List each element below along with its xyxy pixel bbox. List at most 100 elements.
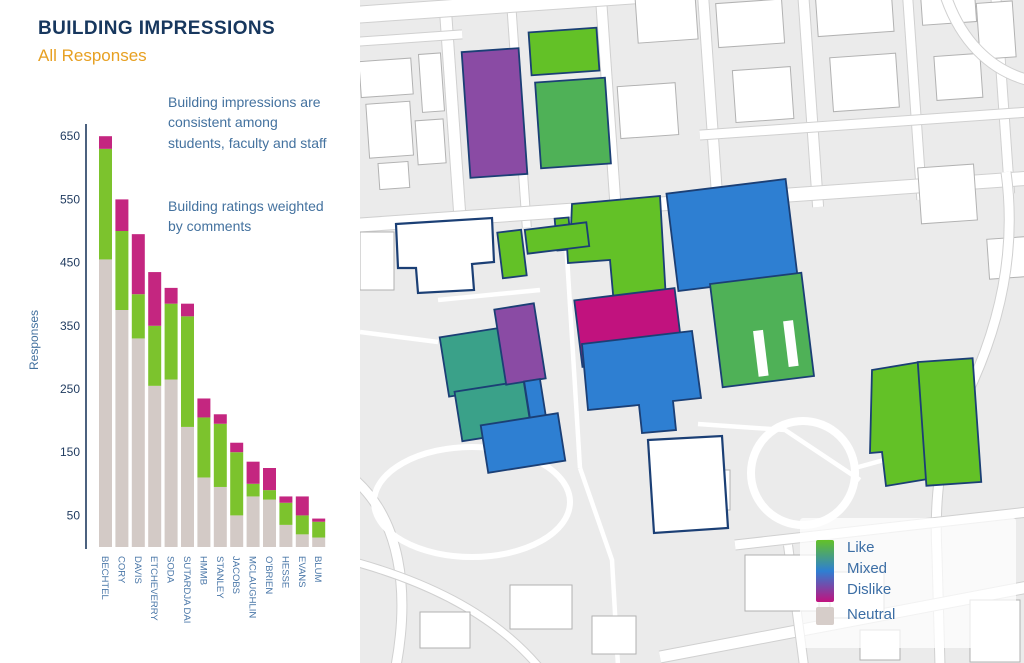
bar-segment-dislike-BLUM: [312, 518, 326, 522]
building-footprint: [360, 231, 395, 291]
rated-building-green-north-small: [527, 26, 601, 77]
y-tick-label: 650: [60, 129, 80, 143]
street: [699, 105, 1024, 140]
street: [360, 0, 1024, 27]
chart-panel: BUILDING IMPRESSIONS All Responses Build…: [0, 0, 360, 663]
bar-segment-like-BECHTEL: [99, 148, 112, 260]
responses-stacked-bar-chart: 50 150 250 350 450 550 650 Responses BECHTEL CORY…: [27, 124, 326, 623]
rated-building-green-center-small-v: [496, 228, 528, 280]
bar-segment-neutral-HESSE: [279, 524, 293, 547]
courtyard-slot: [753, 329, 769, 377]
bar-segment-dislike-STANLEY: [213, 414, 227, 424]
bar-segment-like-SODA: [164, 303, 178, 380]
x-label-JACOBS: JACOBS: [230, 556, 241, 594]
street: [360, 30, 463, 50]
bar-segment-like-HMMB: [197, 417, 211, 478]
road: [941, 0, 1024, 84]
bar-segment-dislike-ETCHEVERRY: [148, 272, 162, 326]
bar-segment-neutral-MCLAUGHLIN: [246, 496, 260, 547]
bar-segment-neutral-SUTARDJA DAI: [181, 426, 194, 547]
street: [592, 0, 622, 222]
building-footprint: [509, 584, 573, 630]
annotation-weighting: Building ratings weighted by comments: [168, 198, 324, 235]
page-title: BUILDING IMPRESSIONS: [38, 18, 276, 39]
building-footprint: [365, 100, 415, 159]
bar-segment-like-O'BRIEN: [263, 490, 276, 500]
map-legend: Like Mixed Dislike Neutral: [800, 518, 1016, 648]
bar-segment-neutral-JACOBS: [230, 515, 244, 547]
y-tick-label: 50: [67, 508, 81, 522]
bar-segment-like-SUTARDJA DAI: [181, 316, 194, 427]
rated-building-green-center-small-h: [523, 221, 591, 255]
rated-building-blue-northeast: [665, 178, 799, 292]
legend-neutral-swatch: [816, 607, 834, 625]
rated-building-green-east-b: [916, 357, 983, 487]
street-grid: [360, 0, 1024, 280]
building-footprint: [591, 615, 637, 655]
bar-segment-dislike-HMMB: [197, 398, 211, 418]
x-label-ETCHEVERRY: ETCHEVERRY: [148, 556, 159, 621]
x-label-MCLAUGHLIN: MCLAUGHLIN: [247, 556, 258, 618]
bar-segment-dislike-MCLAUGHLIN: [246, 461, 260, 484]
campus-path: [360, 329, 439, 345]
campus-path: [437, 287, 541, 303]
building-footprint: [417, 52, 446, 113]
bar-segment-neutral-SODA: [164, 379, 178, 547]
street: [694, 0, 724, 215]
courtyard-slot: [783, 320, 799, 368]
bar-segment-dislike-SUTARDJA DAI: [181, 303, 194, 317]
legend-label-dislike: Dislike: [847, 581, 892, 598]
legend-label-like: Like: [847, 539, 875, 556]
y-tick-label: 250: [60, 382, 80, 396]
bar-segment-neutral-BECHTEL: [99, 259, 112, 547]
legend-label-mixed: Mixed: [847, 560, 888, 577]
bar-segment-neutral-ETCHEVERRY: [148, 385, 162, 547]
bar-segment-dislike-SODA: [164, 287, 178, 304]
bar-segment-dislike-O'BRIEN: [263, 468, 276, 491]
building-footprint: [419, 611, 471, 649]
bar-segment-like-EVANS: [295, 515, 309, 535]
building-footprint: [829, 52, 900, 113]
x-label-BLUM: BLUM: [312, 556, 323, 582]
bar-segment-neutral-CORY: [115, 310, 129, 547]
bar-segment-dislike-EVANS: [295, 496, 309, 516]
road: [360, 478, 407, 663]
bar-segment-dislike-BECHTEL: [99, 136, 112, 149]
bar-segment-like-MCLAUGHLIN: [246, 483, 260, 497]
x-label-DAVIS: DAVIS: [132, 556, 143, 584]
bar-segment-dislike-HESSE: [279, 496, 293, 503]
bar-segment-dislike-JACOBS: [230, 442, 244, 453]
legend-gradient-swatch: [816, 540, 834, 602]
campus-map: [360, 0, 1024, 663]
building-footprint: [814, 0, 895, 38]
x-label-EVANS: EVANS: [296, 556, 307, 588]
building-footprint: [715, 0, 786, 49]
campus-map-panel: Like Mixed Dislike Neutral: [360, 0, 1024, 663]
campus-path: [562, 223, 583, 469]
page-subtitle: All Responses: [38, 46, 147, 65]
street: [898, 0, 927, 201]
y-tick-label: 550: [60, 192, 80, 206]
x-label-BECHTEL: BECHTEL: [99, 556, 110, 600]
rated-building-green-north-large: [534, 76, 612, 170]
building-footprint: [634, 0, 699, 44]
x-label-O'BRIEN: O'BRIEN: [263, 556, 274, 594]
x-label-SUTARDJA DAI: SUTARDJA DAI: [181, 556, 192, 623]
bar-segment-like-HESSE: [279, 502, 293, 525]
building-footprint: [933, 52, 984, 101]
rated-building-blue-central: [581, 330, 703, 434]
white-outline-nw: [394, 216, 496, 295]
bar-segment-like-STANLEY: [213, 423, 227, 487]
x-label-HMMB: HMMB: [197, 556, 208, 585]
x-label-CORY: CORY: [115, 556, 126, 584]
x-label-HESSE: HESSE: [279, 556, 290, 588]
bar-segment-dislike-DAVIS: [131, 234, 145, 295]
street: [794, 0, 824, 208]
y-tick-label: 150: [60, 445, 80, 459]
y-tick-label: 450: [60, 256, 80, 270]
path-ring: [371, 444, 573, 560]
bar-segment-like-CORY: [115, 231, 129, 310]
bar-segment-neutral-STANLEY: [213, 486, 227, 547]
bar-segment-neutral-EVANS: [295, 534, 309, 547]
